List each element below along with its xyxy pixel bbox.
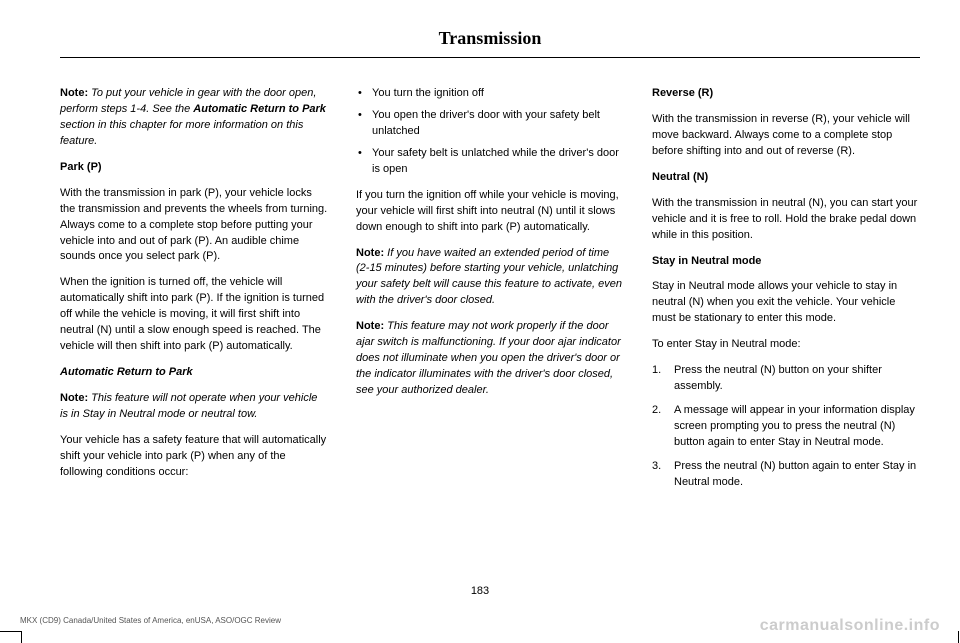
crop-mark-left bbox=[0, 631, 22, 643]
header-rule bbox=[60, 57, 920, 58]
subhead-stay-neutral: Stay in Neutral mode bbox=[652, 254, 920, 270]
note-paragraph: Note: To put your vehicle in gear with t… bbox=[60, 86, 328, 150]
list-text: Press the neutral (N) button again to en… bbox=[674, 460, 916, 488]
body-text: To enter Stay in Neutral mode: bbox=[652, 337, 920, 353]
subhead-neutral: Neutral (N) bbox=[652, 170, 920, 186]
note-paragraph: Note: This feature may not work properly… bbox=[356, 319, 624, 399]
content-columns: Note: To put your vehicle in gear with t… bbox=[60, 86, 920, 501]
body-text: With the transmission in neutral (N), yo… bbox=[652, 196, 920, 244]
footer-text: MKX (CD9) Canada/United States of Americ… bbox=[20, 616, 281, 625]
subhead-reverse: Reverse (R) bbox=[652, 86, 920, 102]
list-item: You open the driver's door with your saf… bbox=[356, 108, 624, 140]
list-text: A message will appear in your informatio… bbox=[674, 404, 915, 448]
list-number: 3. bbox=[652, 459, 661, 475]
note-text: This feature may not work properly if th… bbox=[356, 320, 621, 396]
note-paragraph: Note: This feature will not operate when… bbox=[60, 391, 328, 423]
note-text: This feature will not operate when your … bbox=[60, 392, 317, 420]
list-item: 1. Press the neutral (N) button on your s… bbox=[652, 363, 920, 395]
body-text: With the transmission in park (P), your … bbox=[60, 186, 328, 266]
bullet-list: You turn the ignition off You open the d… bbox=[356, 86, 624, 178]
body-text: With the transmission in reverse (R), yo… bbox=[652, 112, 920, 160]
note-text2: section in this chapter for more informa… bbox=[60, 119, 303, 147]
column-3: Reverse (R) With the transmission in rev… bbox=[652, 86, 920, 501]
note-label: Note: bbox=[356, 247, 384, 259]
subhead-auto-return: Automatic Return to Park bbox=[60, 365, 328, 381]
list-item: 2. A message will appear in your informat… bbox=[652, 403, 920, 451]
column-2: You turn the ignition off You open the d… bbox=[356, 86, 624, 501]
note-label: Note: bbox=[60, 392, 88, 404]
body-text: When the ignition is turned off, the veh… bbox=[60, 275, 328, 355]
note-bold: Automatic Return to Park bbox=[193, 103, 326, 115]
list-item: Your safety belt is unlatched while the … bbox=[356, 146, 624, 178]
list-number: 1. bbox=[652, 363, 661, 379]
page-number: 183 bbox=[0, 585, 960, 597]
list-number: 2. bbox=[652, 403, 661, 419]
body-text: Your vehicle has a safety feature that w… bbox=[60, 433, 328, 481]
page-title: Transmission bbox=[60, 28, 920, 49]
column-1: Note: To put your vehicle in gear with t… bbox=[60, 86, 328, 501]
note-label: Note: bbox=[60, 87, 88, 99]
note-label: Note: bbox=[356, 320, 384, 332]
body-text: Stay in Neutral mode allows your vehicle… bbox=[652, 279, 920, 327]
subhead-park: Park (P) bbox=[60, 160, 328, 176]
ordered-list: 1. Press the neutral (N) button on your s… bbox=[652, 363, 920, 491]
watermark: carmanualsonline.info bbox=[760, 617, 940, 635]
note-paragraph: Note: If you have waited an extended per… bbox=[356, 246, 624, 310]
list-item: 3. Press the neutral (N) button again to … bbox=[652, 459, 920, 491]
list-text: Press the neutral (N) button on your shi… bbox=[674, 364, 882, 392]
list-item: You turn the ignition off bbox=[356, 86, 624, 102]
note-text: If you have waited an extended period of… bbox=[356, 247, 622, 307]
body-text: If you turn the ignition off while your … bbox=[356, 188, 624, 236]
